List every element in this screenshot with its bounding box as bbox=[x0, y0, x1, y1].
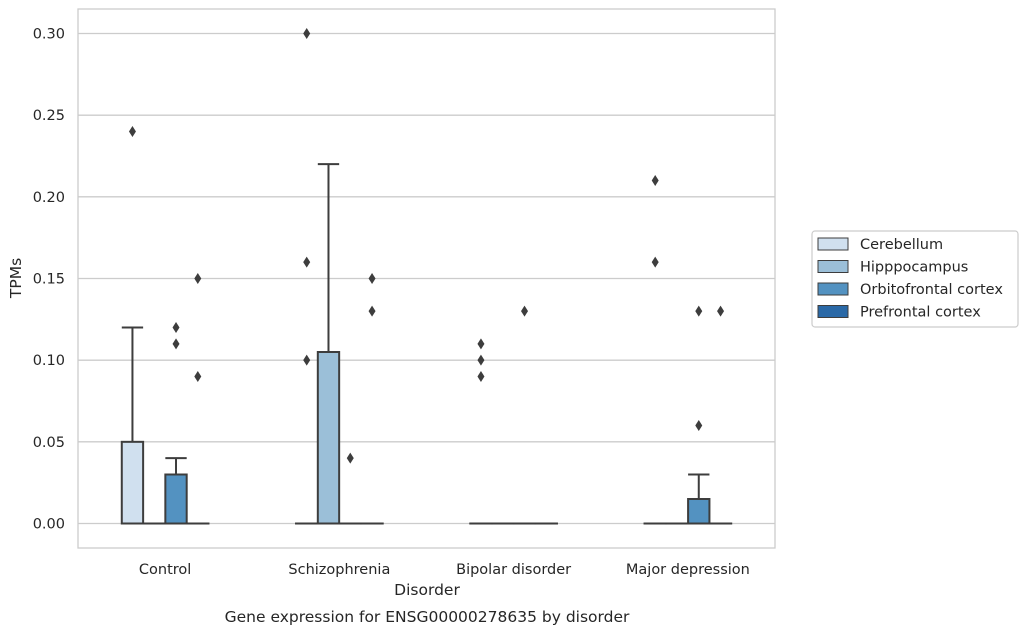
box-2-1 bbox=[338, 452, 362, 525]
x-axis-label: Disorder bbox=[394, 581, 460, 599]
box-2-2 bbox=[512, 305, 537, 525]
outlier-point bbox=[368, 273, 376, 284]
outlier-point bbox=[477, 354, 485, 366]
outlier-point bbox=[194, 273, 202, 284]
outlier-point bbox=[368, 305, 376, 317]
outlier-point bbox=[128, 126, 136, 137]
outlier-point bbox=[303, 354, 311, 366]
box-0-0 bbox=[120, 126, 145, 525]
box-1-1 bbox=[316, 163, 341, 525]
legend-label: Orbitofrontal cortex bbox=[860, 282, 1003, 298]
outlier-point bbox=[172, 338, 180, 350]
x-tick-label: Bipolar disorder bbox=[456, 562, 571, 578]
legend-swatch bbox=[817, 282, 849, 296]
box-body bbox=[120, 440, 145, 525]
legend-swatch bbox=[817, 260, 849, 273]
box-3-3 bbox=[708, 305, 733, 525]
box-0-1 bbox=[295, 28, 319, 525]
y-tick-label: 0.30 bbox=[33, 27, 65, 43]
x-tick-label: Major depression bbox=[626, 562, 750, 578]
x-tick-label: Control bbox=[139, 562, 191, 578]
y-tick-label: 0.10 bbox=[33, 353, 65, 369]
legend: Cerebellum Hipppocampus Orbitofrontal cort… bbox=[811, 230, 1019, 328]
box-3-1 bbox=[360, 273, 384, 525]
grid-lines bbox=[78, 32, 775, 525]
box-body bbox=[687, 498, 711, 525]
x-tick-labels: Control Schizophrenia Bipolar disorder Majo… bbox=[139, 562, 750, 578]
legend-label: Hipppocampus bbox=[860, 260, 968, 276]
y-tick-label: 0.05 bbox=[33, 435, 65, 451]
box-0-2 bbox=[469, 338, 493, 525]
outlier-point bbox=[172, 322, 180, 333]
box-3-0 bbox=[186, 273, 210, 525]
legend-label: Prefrontal cortex bbox=[860, 305, 981, 321]
outlier-point bbox=[695, 305, 703, 317]
x-tick-label: Schizophrenia bbox=[288, 562, 390, 578]
legend-swatch bbox=[817, 237, 849, 251]
legend-swatch bbox=[817, 305, 849, 318]
legend-frame bbox=[811, 230, 1019, 328]
box-plot-marks bbox=[120, 28, 733, 525]
outlier-point bbox=[651, 175, 659, 186]
outlier-point bbox=[477, 371, 485, 382]
outlier-point bbox=[717, 305, 725, 317]
chart-caption: Gene expression for ENSG00000278635 by d… bbox=[225, 608, 630, 626]
box-0-3 bbox=[643, 175, 667, 525]
box-2-3 bbox=[687, 305, 711, 525]
y-tick-label: 0.00 bbox=[33, 517, 65, 533]
legend-label: Cerebellum bbox=[860, 237, 943, 253]
y-tick-labels: 0.00 0.05 0.10 0.15 0.20 0.25 0.30 bbox=[33, 27, 65, 533]
plot-frame bbox=[77, 8, 776, 549]
box-body bbox=[164, 473, 188, 525]
y-axis-label: TPMs bbox=[7, 258, 25, 299]
y-tick-label: 0.25 bbox=[33, 108, 65, 124]
y-tick-label: 0.15 bbox=[33, 272, 65, 288]
outlier-point bbox=[303, 256, 311, 268]
box-2-0 bbox=[164, 322, 188, 525]
outlier-point bbox=[651, 256, 659, 268]
outlier-point bbox=[194, 371, 202, 382]
outlier-point bbox=[346, 452, 354, 464]
outlier-point bbox=[477, 338, 485, 350]
outlier-point bbox=[521, 305, 529, 317]
outlier-point bbox=[695, 420, 703, 431]
y-tick-label: 0.20 bbox=[33, 190, 65, 206]
outlier-point bbox=[303, 28, 311, 39]
box-body bbox=[316, 351, 341, 525]
